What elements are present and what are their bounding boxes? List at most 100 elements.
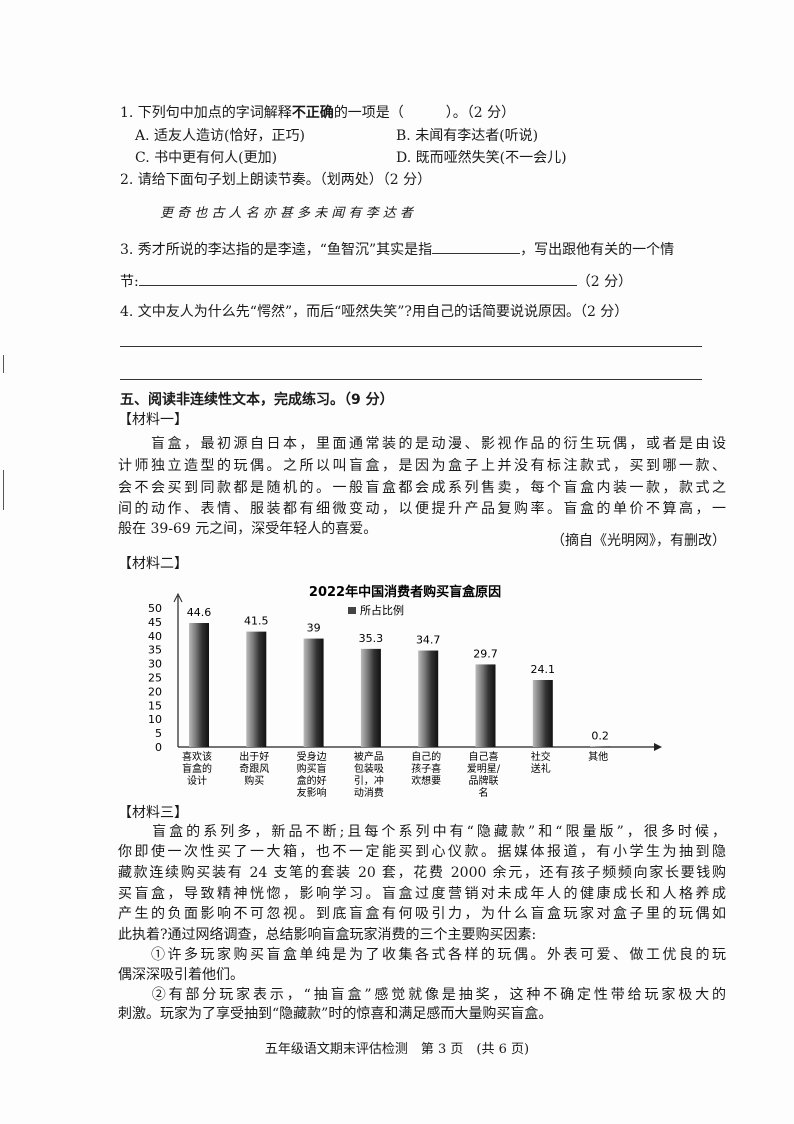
material-3-line: 你即使一次性买了一大箱，也不一定能买到心仪款。据媒体报道，有小学生为抽到隐 [118, 844, 726, 860]
bar-value-label: 29.7 [473, 647, 498, 660]
q1-text: 1. 下列句中加点的字词解释 [120, 105, 292, 121]
x-category-label: 品牌联 [469, 774, 499, 787]
bar [246, 631, 267, 747]
x-category-label: 购买盲 [297, 762, 327, 775]
material-3-line: 盲盒的系列多，新品不断;且每个系列中有“隐藏款”和“限量版”，很多时候， [118, 824, 726, 840]
x-category-label: 友影响 [297, 786, 327, 799]
x-category-label: 盲盒的 [182, 762, 212, 775]
bar-value-label: 24.1 [531, 663, 556, 676]
material-1-line: 盲盒，最初源自日本，里面通常装的是动漫、影视作品的衍生玩偶，或者是由设 [118, 436, 726, 452]
y-tick-label: 35 [148, 644, 162, 657]
x-category-label: 孩子喜 [411, 762, 441, 775]
bar-value-label: 0.2 [591, 729, 609, 742]
bar [189, 623, 209, 747]
y-tick-label: 50 [148, 602, 162, 615]
material-3-label: 【材料三】 [118, 805, 188, 821]
bar [303, 638, 324, 747]
x-category-label: 爱明星/ [467, 762, 501, 775]
y-tick-label: 25 [148, 672, 162, 685]
material-1-label: 【材料一】 [118, 412, 188, 428]
bar [475, 664, 496, 747]
x-category-label: 社交 [531, 750, 551, 763]
material-3-line: 产生的负面影响不可忽视。到底盲盒有何吸引力，为什么盲盒玩家对盒子里的玩偶如 [118, 906, 726, 922]
material-3-line: 偶深深吸引着他们。 [118, 967, 244, 983]
x-axis-arrow [654, 743, 662, 751]
q4-answer-line-2[interactable] [120, 379, 702, 380]
x-category-label: 购买 [244, 774, 264, 787]
material-1-line: 间的动作、表情、服装都有细微变动，以便提升产品复购率。盲盒的单价不算高，一 [118, 501, 726, 517]
q3-answer-blank-1[interactable] [432, 239, 521, 254]
q1-option-b: B. 未闻有李达者(听说) [396, 128, 539, 144]
q1-option-d: D. 既而哑然失笑(不一会儿) [396, 150, 567, 166]
legend-label: 所占比例 [360, 603, 404, 617]
scan-edge-mark [3, 355, 4, 373]
q4-answer-line-1[interactable] [120, 346, 702, 347]
x-category-label: 欢想要 [411, 774, 441, 787]
x-category-label: 其他 [588, 750, 608, 763]
q3-label: 节: [120, 274, 139, 290]
material-3-line: 刺激。玩家为了享受抽到“隐藏款”时的惊喜和满足感而大量购买盲盒。 [118, 1006, 553, 1022]
question-2: 2. 请给下面句子划上朗读节奏。（划两处）（2 分） [120, 172, 432, 188]
y-tick-label: 30 [148, 658, 162, 671]
x-category-label: 出于好 [239, 750, 269, 763]
question-1: 1. 下列句中加点的字词解释不正确的一项是（ ）。（2 分） [120, 104, 515, 122]
x-category-label: 奇跟风 [239, 762, 269, 775]
bar-value-label: 39 [307, 622, 321, 635]
material-1-source: （摘自《光明网》，有删改） [551, 533, 726, 549]
x-category-label: 被产品 [354, 750, 384, 763]
page-footer: 五年级语文期末评估检测 第 3 页 (共 6 页) [264, 1042, 530, 1057]
x-category-label: 送礼 [531, 762, 551, 775]
material-1-line: 般在 39-69 元之间，深受年轻人的喜爱。 [118, 521, 378, 537]
bar-value-label: 35.3 [359, 632, 384, 645]
material-3-line: ①许多玩家购买盲盒单纯是为了收集各式各样的玩偶。外表可爱、做工优良的玩 [118, 947, 726, 963]
x-category-label: 设计 [187, 774, 207, 787]
y-tick-label: 45 [148, 616, 162, 629]
section-5-title: 五、阅读非连续性文本，完成练习。（9 分） [120, 392, 394, 408]
bar-value-label: 41.5 [244, 615, 268, 628]
y-tick-label: 20 [148, 685, 162, 698]
legend-swatch [348, 607, 356, 614]
question-3: 3. 秀才所说的李达指的是李逵，“鱼智沉”其实是指 ，写出跟他有关的一个情 [120, 239, 674, 259]
x-category-label: 受身边 [297, 750, 327, 763]
bar-value-label: 44.6 [187, 606, 212, 619]
x-category-label: 喜欢该 [182, 750, 212, 763]
x-category-label: 名 [479, 786, 489, 799]
q3-score: （2 分） [576, 274, 633, 290]
q3-text: 3. 秀才所说的李达指的是李逵，“鱼智沉”其实是指 [120, 242, 433, 258]
y-tick-label: 10 [148, 713, 162, 726]
chart-title: 2022年中国消费者购买盲盒原因 [309, 584, 501, 600]
x-category-label: 自己喜 [469, 750, 499, 763]
q2-sentence: 更 奇 也 古 人 名 亦 甚 多 未 闻 有 李 达 者 [160, 206, 413, 221]
bar [590, 746, 611, 747]
x-category-label: 盒的好 [297, 774, 327, 787]
bar [418, 650, 439, 747]
x-category-label: 包装吸 [354, 762, 384, 775]
material-3-line: 此执着?通过网络调查，总结影响盲盒玩家消费的三个主要购买因素: [118, 927, 537, 943]
x-category-label: 自己的 [411, 750, 441, 763]
y-tick-label: 5 [155, 727, 162, 740]
material-3-line: 藏款连续购买装有 24 支笔的套装 20 套，花费 2000 余元，还有孩子频频… [118, 865, 726, 881]
material-3-line: ②有部分玩家表示，“抽盲盒”感觉就像是抽奖，这种不确定性带给玩家极大的 [118, 987, 726, 1003]
material-1-line: 计师独立造型的玩偶。之所以叫盲盒，是因为盒子上并没有标注款式，买到哪一款、 [118, 458, 726, 474]
y-tick-label: 15 [148, 699, 162, 712]
q3-text-end: ，写出跟他有关的一个情 [520, 242, 675, 258]
scan-edge-mark [3, 470, 4, 510]
q3-answer-blank-2[interactable] [138, 271, 577, 286]
q1-option-c: C. 书中更有何人(更加) [135, 150, 278, 166]
q3-line-2: 节: （2 分） [120, 271, 632, 291]
question-4: 4. 文中友人为什么先“愕然”，而后“哑然失笑”?用自己的话简要说说原因。（2 … [120, 304, 629, 320]
bar-value-label: 34.7 [416, 634, 441, 647]
y-tick-label: 40 [148, 630, 162, 643]
material-3-line: 买盲盒，导致精神恍惚，影响学习。盲盒过度营销对未成年人的健康成长和人格养成 [118, 886, 726, 902]
y-tick-label: 0 [155, 741, 162, 754]
q1-text-end: 的一项是（ ）。（2 分） [333, 105, 516, 121]
material-1-line: 会不会买到同款都是随机的。一般盲盒都会成系列售卖，每个盲盒内装一款，款式之 [118, 480, 726, 496]
q1-option-a: A. 适友人造访(恰好，正巧) [135, 128, 305, 144]
x-category-label: 引，冲 [354, 774, 384, 787]
q1-emphasis: 不正确 [291, 105, 334, 121]
material-2-label: 【材料二】 [118, 556, 188, 572]
y-axis-arrow [173, 592, 183, 603]
bar [532, 680, 553, 747]
